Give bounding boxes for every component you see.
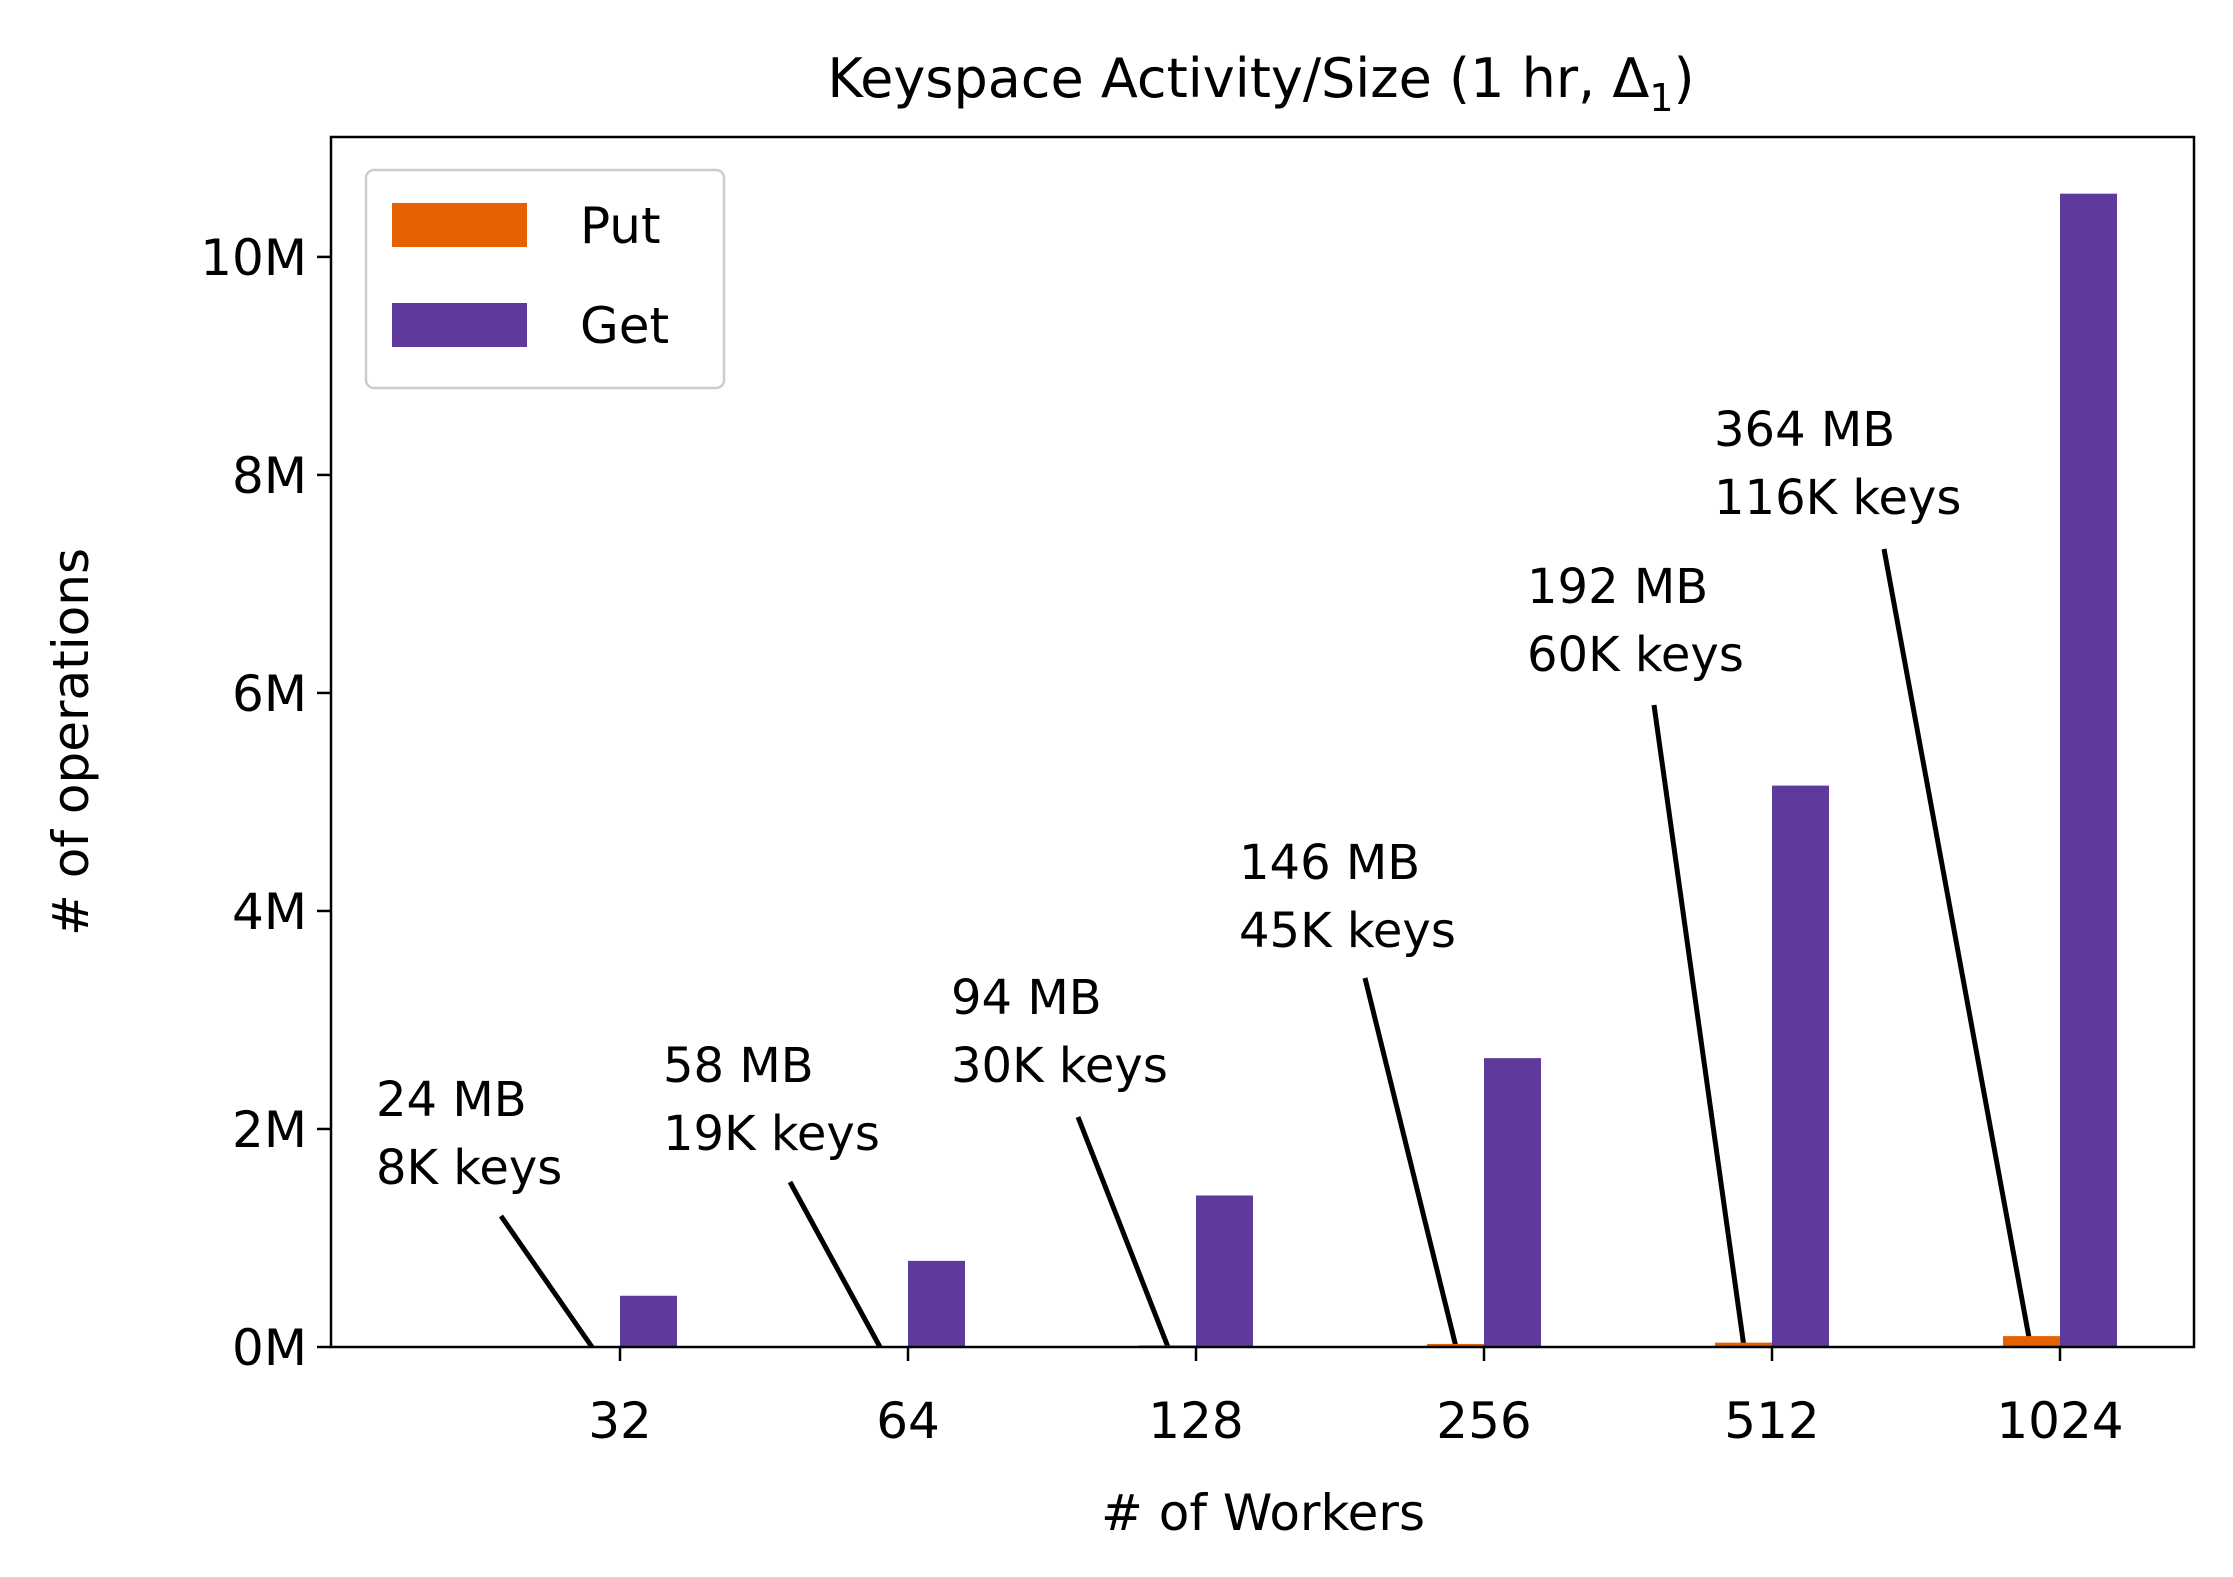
x-tick-label-256: 256	[1436, 1392, 1531, 1450]
chart-title-suffix: )	[1674, 47, 1695, 110]
legend-label-put: Put	[580, 197, 661, 255]
y-tick-label-8M: 8M	[232, 447, 307, 505]
annotation-keys-128: 30K keys	[951, 1038, 1168, 1094]
legend-swatch-put	[392, 203, 527, 247]
legend-box	[364, 168, 726, 390]
annotation-keys-64: 19K keys	[663, 1106, 880, 1162]
annotation-size-1024: 364 MB	[1714, 402, 1895, 458]
annotation-size-256: 146 MB	[1239, 835, 1420, 891]
annotation-keys-1024: 116K keys	[1714, 470, 1961, 526]
bar-put-256	[1427, 1343, 1484, 1347]
annotation-line-256	[1362, 977, 1459, 1348]
bar-get-128	[1196, 1195, 1253, 1347]
annotation-line-64	[787, 1180, 883, 1349]
chart-title-main: Keyspace Activity/Size (1 hr, Δ	[827, 47, 1649, 110]
x-axis-label: # of Workers	[1101, 1484, 1425, 1542]
annotation-keys-256: 45K keys	[1239, 903, 1456, 959]
annotation-size-512: 192 MB	[1527, 559, 1708, 615]
legend-swatch-get	[392, 303, 527, 347]
x-tick-label-512: 512	[1724, 1392, 1819, 1450]
annotation-size-128: 94 MB	[951, 970, 1102, 1026]
y-tick-label-0M: 0M	[232, 1319, 307, 1377]
x-axis: 32 64 128 256 512 1024	[588, 1347, 2124, 1450]
y-tick-label-10M: 10M	[200, 229, 307, 287]
bar-get-64	[908, 1260, 965, 1347]
y-tick-label-2M: 2M	[232, 1101, 307, 1159]
y-axis: 0M 2M 4M 6M 8M 10M	[200, 229, 331, 1377]
annotation-keys-32: 8K keys	[376, 1140, 562, 1196]
plot-frame	[329, 135, 2196, 1349]
bars-layer	[563, 193, 2117, 1347]
annotation-keys-512: 60K keys	[1527, 627, 1744, 683]
chart-title: Keyspace Activity/Size (1 hr, Δ1)	[827, 47, 1694, 120]
annotation-size-32: 24 MB	[376, 1072, 527, 1128]
x-tick-label-128: 128	[1148, 1392, 1243, 1450]
y-tick-label-6M: 6M	[232, 665, 307, 723]
x-tick-label-1024: 1024	[1996, 1392, 2123, 1450]
bar-get-1024	[2060, 193, 2117, 1347]
bar-put-512	[1715, 1342, 1772, 1347]
bar-get-32	[620, 1295, 677, 1347]
annotation-line-512	[1651, 704, 1747, 1348]
annotation-size-64: 58 MB	[663, 1038, 814, 1094]
y-tick-label-4M: 4M	[232, 883, 307, 941]
legend-label-get: Get	[580, 297, 669, 355]
chart-title-subscript: 1	[1649, 76, 1673, 120]
x-tick-label-32: 32	[588, 1392, 652, 1450]
legend: Put Get	[364, 168, 726, 390]
bar-get-256	[1484, 1058, 1541, 1347]
annotation-line-128	[1075, 1116, 1171, 1348]
bar-get-512	[1772, 785, 1829, 1347]
annotation-line-1024	[1881, 548, 2033, 1344]
annotation-line-32	[498, 1214, 595, 1349]
bar-put-1024	[2003, 1336, 2060, 1347]
annotation-layer: 24 MB 8K keys 58 MB 19K keys 94 MB 30K keys 14…	[376, 402, 2033, 1349]
y-axis-label: # of operations	[42, 548, 100, 936]
x-tick-label-64: 64	[876, 1392, 940, 1450]
